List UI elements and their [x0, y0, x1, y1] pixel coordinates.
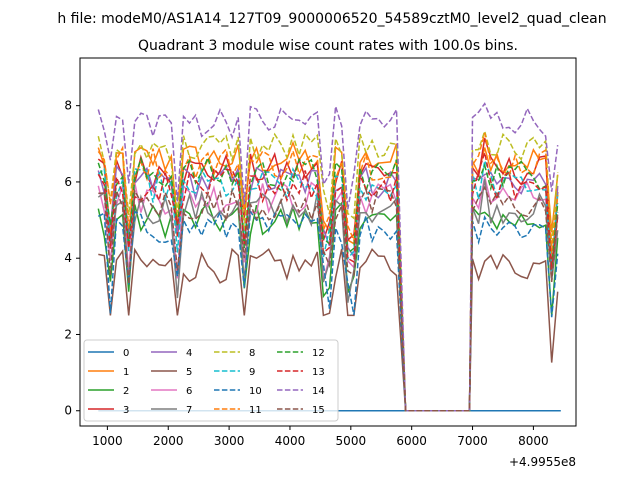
legend-label-15: 15: [312, 405, 325, 416]
legend-label-2: 2: [123, 386, 129, 397]
y-tick-label: 4: [64, 251, 72, 265]
legend-label-11: 11: [249, 405, 262, 416]
chart-suptitle: h file: modeM0/AS1A14_127T09_9000006520_…: [57, 11, 606, 27]
x-tick-label: 3000: [214, 434, 245, 448]
x-offset-label: +4.9955e8: [509, 455, 576, 469]
x-tick-label: 1000: [92, 434, 123, 448]
x-tick-label: 8000: [518, 434, 549, 448]
y-axis: 0 2 4 6 8: [64, 99, 80, 418]
legend-label-8: 8: [249, 348, 255, 359]
series-line-15: [98, 185, 559, 412]
legend-label-13: 13: [312, 367, 325, 378]
series-line-4: [97, 164, 559, 412]
series-line-11: [97, 132, 559, 412]
x-tick-label: 2000: [153, 434, 184, 448]
series-line-10: [97, 209, 559, 412]
series-line-14: [97, 102, 559, 412]
y-tick-label: 8: [64, 99, 72, 113]
legend-label-6: 6: [186, 386, 192, 397]
series-line-12: [97, 155, 559, 412]
y-tick-label: 2: [64, 327, 72, 341]
legend-box: [83, 339, 339, 422]
legend-label-1: 1: [123, 367, 129, 378]
series-line-9: [97, 158, 559, 412]
chart-title: Quadrant 3 module wise count rates with …: [138, 38, 518, 54]
legend-label-14: 14: [312, 386, 325, 397]
plot-frame: [79, 57, 577, 427]
x-axis: 1000 2000 3000 4000 5000 6000 7000 8000: [92, 426, 549, 448]
legend-label-9: 9: [249, 367, 255, 378]
legend-label-0: 0: [123, 348, 129, 359]
legend-label-10: 10: [249, 386, 262, 397]
x-tick-label: 6000: [396, 434, 427, 448]
x-tick-label: 7000: [457, 434, 488, 448]
y-tick-label: 6: [64, 175, 72, 189]
legend-label-3: 3: [123, 405, 129, 416]
series-line-5: [98, 247, 559, 412]
series-line-13: [97, 149, 559, 412]
legend-label-5: 5: [186, 367, 192, 378]
x-tick-label: 4000: [275, 434, 306, 448]
series-line-8: [97, 128, 559, 412]
legend-label-4: 4: [186, 348, 192, 359]
y-tick-label: 0: [64, 404, 72, 418]
legend-label-7: 7: [186, 405, 192, 416]
legend-label-12: 12: [312, 348, 325, 359]
series-layer: [97, 102, 561, 412]
x-tick-label: 5000: [336, 434, 367, 448]
